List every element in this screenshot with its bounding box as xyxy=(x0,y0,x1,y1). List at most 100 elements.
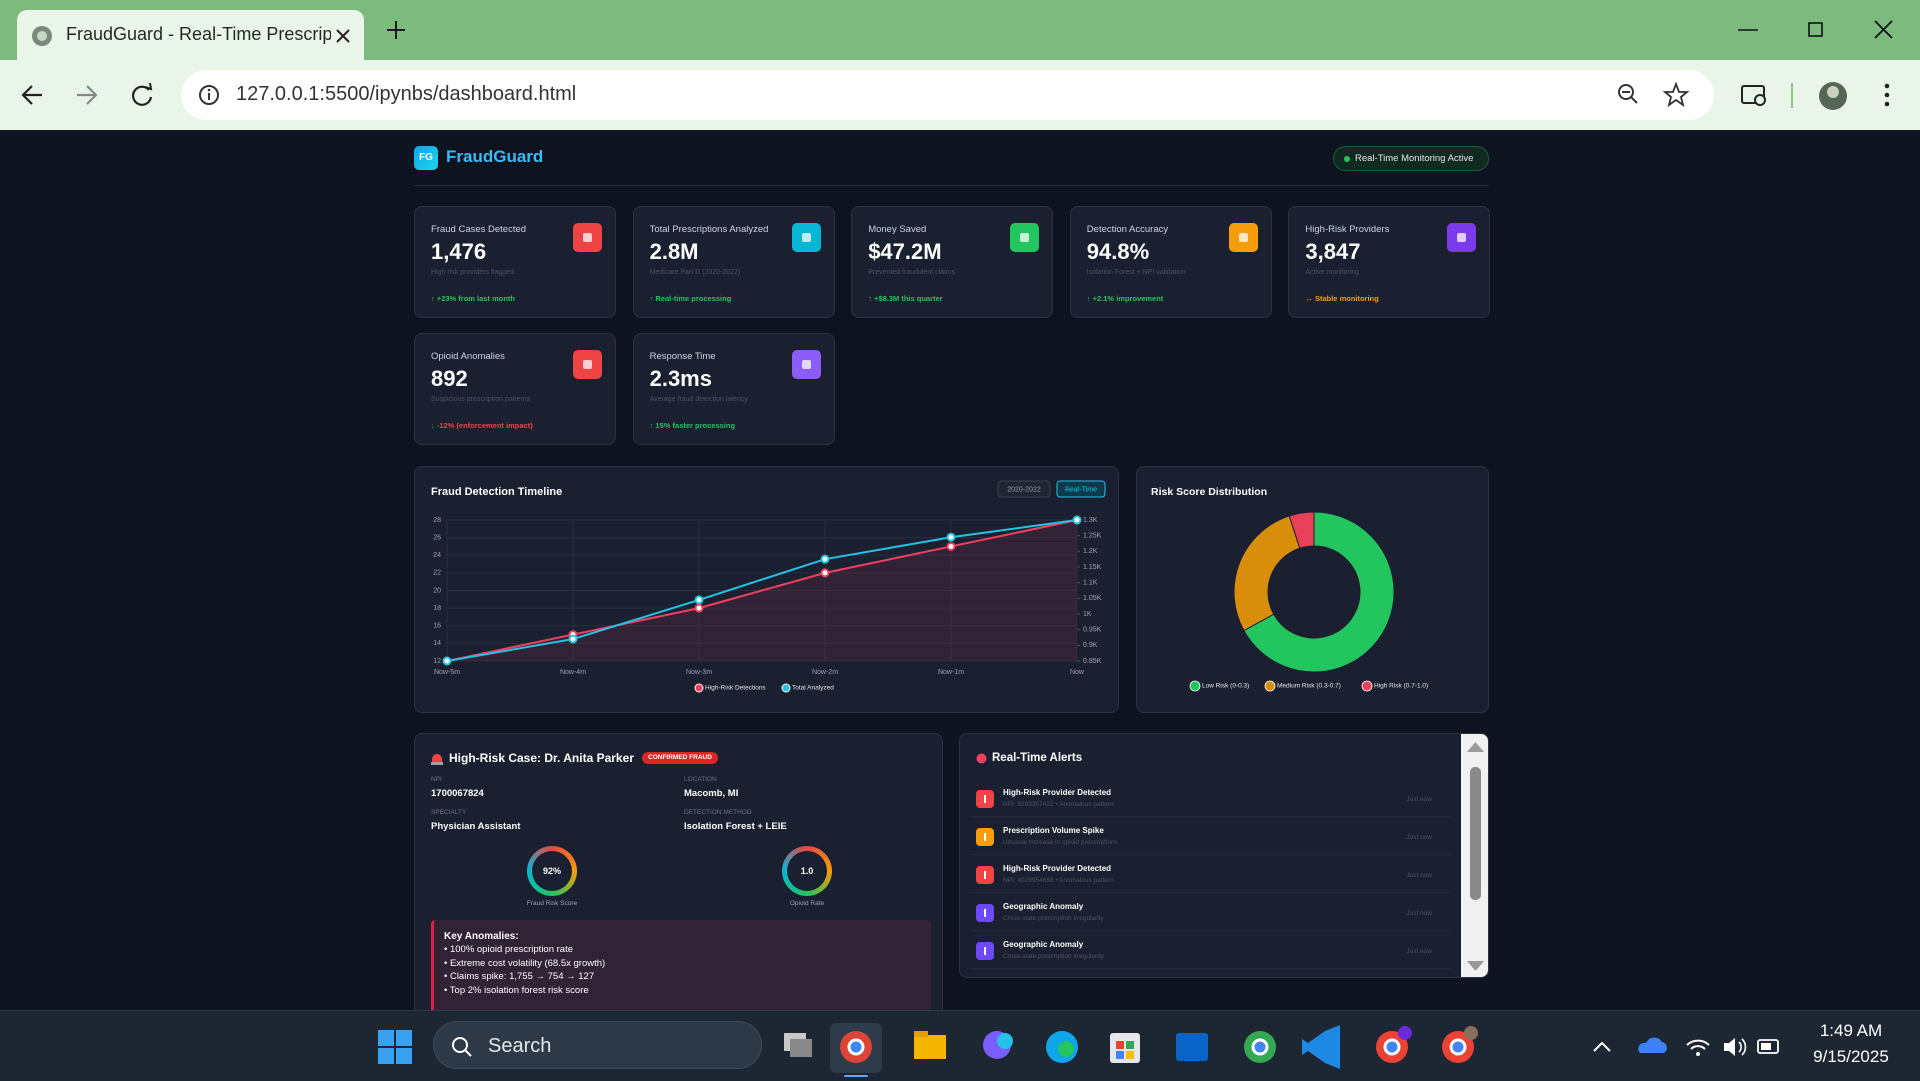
anomalies-title: Key Anomalies: xyxy=(444,931,519,942)
legend-swatch xyxy=(1264,680,1276,692)
kpi-value: 94.8% xyxy=(1086,239,1150,264)
field-label: SPECIALTY xyxy=(431,809,467,816)
browser-actions[interactable] xyxy=(1738,80,1908,112)
alert-time: Just now xyxy=(1406,910,1432,917)
alert-time: Just now xyxy=(1406,948,1432,955)
kpi-label: Total Prescriptions Analyzed xyxy=(649,224,769,235)
series-point xyxy=(694,595,704,605)
address-bar[interactable]: 127.0.0.1:5500/ipynbs/dashboard.html xyxy=(181,70,1714,120)
legend-swatch xyxy=(1361,680,1373,692)
y-tick-label: 28 xyxy=(433,517,441,524)
kpi-value: 3,847 xyxy=(1305,239,1361,264)
search-box[interactable]: Search xyxy=(433,1021,762,1069)
anomaly-item: • 100% opioid prescription rate xyxy=(444,944,574,955)
kpi-icon xyxy=(1447,223,1477,252)
alert-title: Geographic Anomaly xyxy=(1003,940,1084,949)
y2-tick-label: 1.25K xyxy=(1083,533,1102,540)
alerts-title: Real-Time Alerts xyxy=(992,752,1083,764)
kpi-icon xyxy=(573,223,602,252)
tab-strip: FraudGuard - Real-Time Prescrip xyxy=(0,0,1920,60)
field-value: Isolation Forest + LEIE xyxy=(684,821,787,832)
field-label: LOCATION xyxy=(684,776,717,783)
kpi-icon xyxy=(791,223,821,252)
alert-icon-glyph xyxy=(984,909,986,917)
risk-card: Risk Score Distribution Low Risk (0-0.3) M… xyxy=(1136,466,1489,713)
alert-detail: Cross-state prescription irregularity xyxy=(1003,915,1104,922)
logo: FG xyxy=(414,146,438,170)
range-button[interactable] xyxy=(997,480,1051,498)
donut-chart: Risk Score Distribution Low Risk (0-0.3) M… xyxy=(1151,486,1428,692)
alert-title: Prescription Volume Spike xyxy=(1003,826,1104,835)
active-tab[interactable]: FraudGuard - Real-Time Prescrip xyxy=(17,10,364,60)
alert-detail: NPI: 4029954688 • Anomalous pattern xyxy=(1003,877,1114,884)
anomalies-box: Key Anomalies: • 100% opioid prescriptio… xyxy=(431,920,931,1010)
alert-icon-glyph xyxy=(984,947,986,955)
clock-time: 1:49 AM xyxy=(1819,1021,1883,1040)
y-tick-label: 16 xyxy=(433,623,441,630)
series-point xyxy=(820,554,830,564)
kpi-icon-glyph xyxy=(801,233,811,242)
scrollbar-parts[interactable] xyxy=(1461,734,1489,978)
legend-swatch xyxy=(1189,680,1201,692)
kpi-label: Detection Accuracy xyxy=(1086,224,1169,235)
kpi-label: Fraud Cases Detected xyxy=(431,224,527,235)
brand[interactable]: FraudGuard xyxy=(446,147,544,166)
alert-icon xyxy=(976,790,994,808)
legend-swatch xyxy=(781,683,791,693)
window-controls[interactable] xyxy=(1735,18,1905,42)
range-button[interactable] xyxy=(1056,480,1106,498)
legend-swatch xyxy=(694,683,704,693)
gauge-center: 92% xyxy=(532,851,572,891)
y-tick-label: 26 xyxy=(433,534,441,541)
kpi-trend: ↓ -12% (enforcement impact) xyxy=(431,421,533,430)
y2-tick-label: 0.95K xyxy=(1083,627,1102,634)
start-button[interactable] xyxy=(378,1030,412,1064)
timeline-card: Fraud Detection Timeline 2020-2022 Real-Ti… xyxy=(414,466,1119,713)
nav-buttons[interactable] xyxy=(20,82,160,108)
new-tab-button[interactable] xyxy=(385,19,407,41)
series-line xyxy=(446,519,1078,662)
scrollbar[interactable] xyxy=(1461,734,1489,978)
kpi-trend: ↔ Stable monitoring xyxy=(1305,294,1379,303)
alert-row xyxy=(970,896,1450,931)
y2-tick-label: 0.9K xyxy=(1083,642,1098,649)
site-info-icon[interactable] xyxy=(197,83,221,107)
url-actions[interactable] xyxy=(1616,82,1696,108)
alert-icon-glyph xyxy=(984,833,986,841)
alert-row xyxy=(970,782,1450,817)
kpi-label: High-Risk Providers xyxy=(1305,224,1390,235)
alert-detail: Unusual increase in opioid prescriptions xyxy=(1003,839,1118,846)
alert-detail: Cross-state prescription irregularity xyxy=(1003,953,1104,960)
kpi-icon-glyph xyxy=(583,233,592,242)
x-tick-label: Now-3m xyxy=(686,669,712,676)
kpi-card: High-Risk Providers 3,847 Active monitorin… xyxy=(1288,206,1491,318)
series-point xyxy=(694,603,704,613)
x-tick-label: Now-5m xyxy=(434,669,460,676)
kpi-trend: ↑ +$8.3M this quarter xyxy=(868,294,943,303)
series-point xyxy=(1072,515,1082,525)
tab-close[interactable] xyxy=(333,26,353,46)
taskbar-apps[interactable] xyxy=(780,1021,1500,1077)
y2-tick-label: 1K xyxy=(1083,611,1092,618)
search-text: Search xyxy=(488,1035,552,1057)
status-text: Real-Time Monitoring Active xyxy=(1355,153,1474,164)
kpi-card: Total Prescriptions Analyzed 2.8M Medicare… xyxy=(632,206,835,318)
y-tick-label: 14 xyxy=(433,640,441,647)
kpi-value: 2.8M xyxy=(649,239,699,264)
system-tray[interactable] xyxy=(1590,1031,1785,1063)
kpi-icon-glyph xyxy=(1457,233,1467,242)
alert-icon xyxy=(976,866,994,884)
alert-time: Just now xyxy=(1406,834,1432,841)
header-divider xyxy=(414,185,1489,186)
series-point xyxy=(946,541,956,551)
alert-icon-glyph xyxy=(984,871,986,879)
toolbar: 127.0.0.1:5500/ipynbs/dashboard.html xyxy=(0,60,1920,131)
anomaly-item: • Extreme cost volatility (68.5x growth) xyxy=(444,957,606,969)
kpi-trend: ↑ Real-time processing xyxy=(649,294,732,303)
y2-tick-label: 1.3K xyxy=(1083,517,1098,524)
x-tick-label: Now xyxy=(1070,669,1085,676)
kpi-icon xyxy=(1228,223,1258,252)
kpi-value: 2.3ms xyxy=(649,366,712,391)
donut-segment xyxy=(1288,511,1315,549)
